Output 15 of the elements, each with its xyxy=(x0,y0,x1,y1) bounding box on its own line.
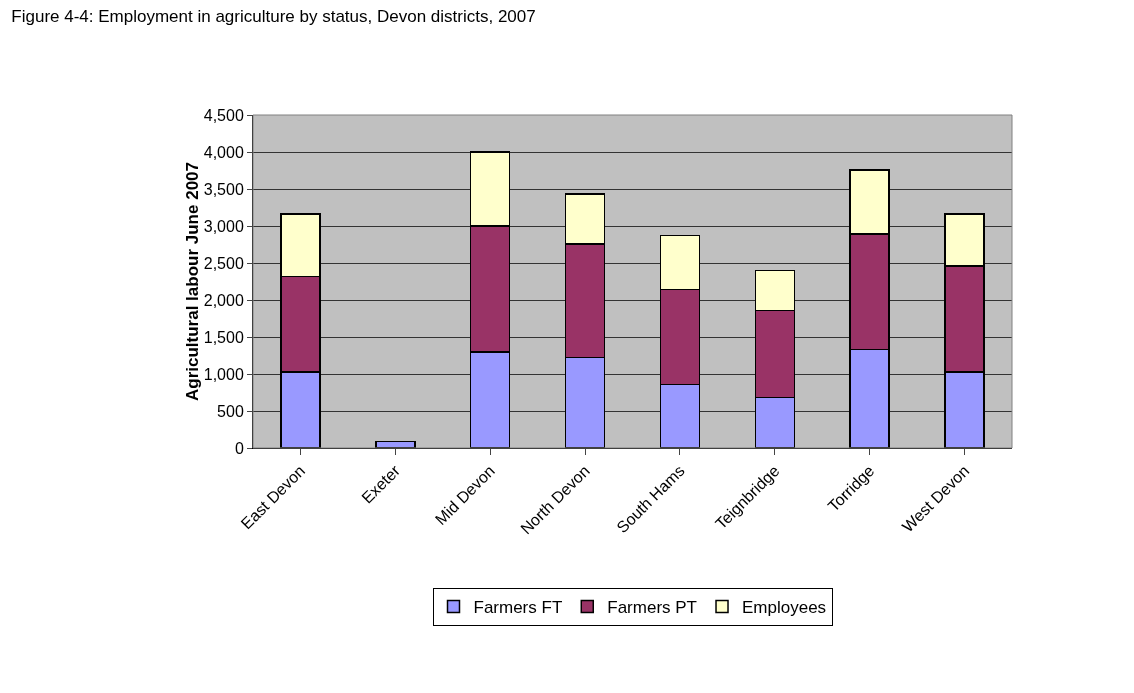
y-tick-label: 4,000 xyxy=(203,143,244,161)
y-tick-label: 1,500 xyxy=(203,328,244,346)
y-tick-label: 500 xyxy=(217,402,244,420)
y-tick-label: 0 xyxy=(234,439,244,457)
y-axis-title: Agricultural labour June 2007 xyxy=(182,161,202,402)
y-tick-label: 2,000 xyxy=(203,291,244,309)
y-tick-label: 1,000 xyxy=(203,365,244,383)
legend-label: Employees xyxy=(742,598,827,618)
y-tick-label: 3,000 xyxy=(203,217,244,235)
legend-label: Farmers FT xyxy=(473,598,563,618)
y-tick-label: 3,500 xyxy=(203,180,244,198)
y-tick-label: 2,500 xyxy=(203,254,244,272)
legend-label: Farmers PT xyxy=(607,598,698,618)
y-tick-label: 4,500 xyxy=(203,106,244,124)
chart-title: Figure 4-4: Employment in agriculture by status, Devon districts, 2007 xyxy=(11,7,536,27)
